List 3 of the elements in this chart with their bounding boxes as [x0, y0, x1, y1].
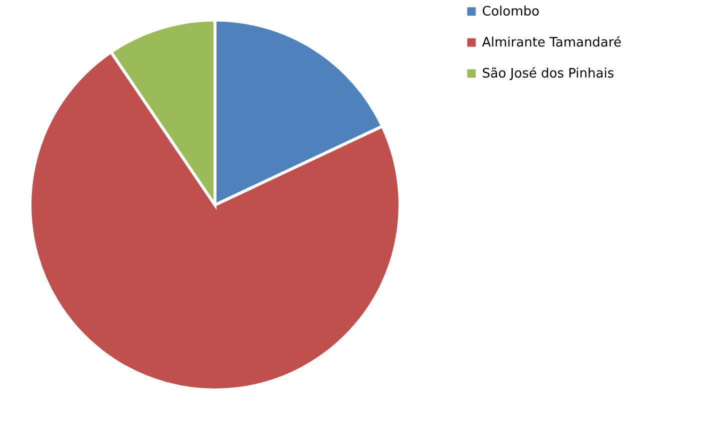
- legend-label: Almirante Tamandaré: [482, 36, 622, 50]
- legend-label: São José dos Pinhais: [482, 66, 614, 82]
- legend-label: Colombo: [482, 4, 540, 20]
